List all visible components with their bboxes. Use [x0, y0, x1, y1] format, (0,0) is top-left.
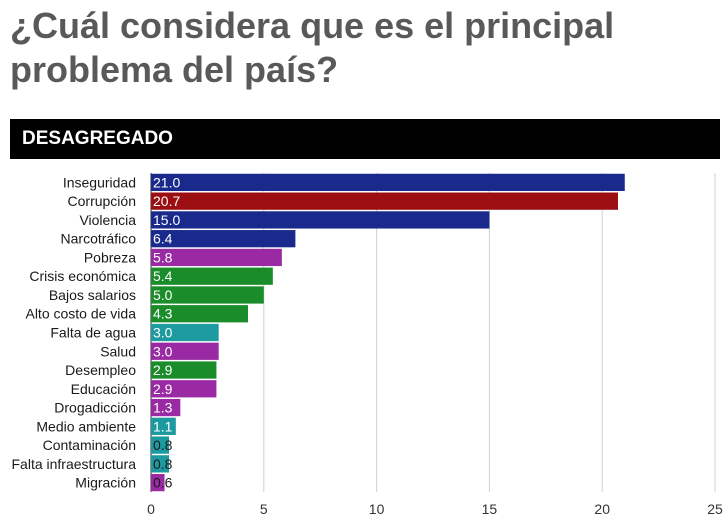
category-label: Migración: [75, 475, 136, 491]
bar: [151, 398, 181, 417]
bar: [151, 230, 296, 248]
category-label: Pobreza: [84, 249, 136, 265]
bar: [151, 473, 165, 492]
category-label: Alto costo de vida: [25, 306, 136, 322]
category-label: Falta infraestructura: [12, 456, 137, 472]
category-label: Medio ambiente: [36, 418, 136, 434]
category-label: Narcotráfico: [61, 231, 137, 247]
section-label: DESAGREGADO: [22, 128, 173, 149]
chart-title: ¿Cuál considera que es el principal prob…: [10, 5, 615, 90]
bar: [151, 267, 273, 285]
data-label: 5.0: [153, 287, 173, 303]
data-label: 21.0: [153, 174, 180, 190]
data-label: 20.7: [153, 193, 180, 209]
x-tick-label: 10: [369, 501, 385, 517]
bar: [151, 192, 618, 210]
data-label: 2.9: [153, 381, 173, 397]
bar: [151, 173, 625, 192]
data-label: 0.8: [153, 456, 173, 472]
bar: [151, 323, 219, 342]
data-label: 3.0: [153, 325, 173, 341]
data-label: 0.8: [153, 437, 173, 453]
bar: [151, 361, 217, 379]
data-label: 5.4: [153, 268, 173, 284]
bar: [151, 305, 249, 323]
bar: [151, 286, 264, 304]
data-label: 4.3: [153, 306, 173, 322]
category-label: Violencia: [79, 212, 136, 228]
x-tick-label: 0: [147, 501, 155, 517]
x-tick-label: 5: [260, 501, 268, 517]
category-label: Desempleo: [65, 362, 136, 378]
data-label: 1.3: [153, 400, 173, 416]
bar: [151, 380, 217, 398]
data-label: 1.1: [153, 418, 173, 434]
category-label: Salud: [100, 343, 136, 359]
bar: [151, 211, 490, 229]
data-label: 5.8: [153, 249, 173, 265]
category-label: Educación: [71, 381, 136, 397]
data-label: 2.9: [153, 362, 173, 378]
bar: [151, 436, 170, 454]
x-tick-label: 20: [594, 501, 610, 517]
x-tick-label: 15: [482, 501, 498, 517]
category-label: Bajos salarios: [49, 287, 136, 303]
category-label: Contaminación: [43, 437, 136, 453]
category-label: Drogadicción: [54, 400, 136, 416]
data-label: 15.0: [153, 212, 180, 228]
section-banner: DESAGREGADO: [10, 119, 720, 159]
data-label: 6.4: [153, 231, 173, 247]
category-label: Corrupción: [68, 193, 136, 209]
bar-chart: 0 5 10 15 20 25 Inseguridad 21.0 Corrupción 20.7 V…: [12, 173, 723, 517]
category-label: Inseguridad: [63, 174, 136, 190]
bar: [151, 248, 282, 267]
category-label: Falta de agua: [50, 325, 136, 341]
x-tick-label: 25: [707, 501, 723, 517]
data-label: 3.0: [153, 343, 173, 359]
bar: [151, 342, 219, 360]
bar: [151, 417, 176, 435]
category-label: Crisis económica: [29, 268, 136, 284]
bar: [151, 455, 170, 473]
data-label: 0.6: [153, 475, 173, 491]
